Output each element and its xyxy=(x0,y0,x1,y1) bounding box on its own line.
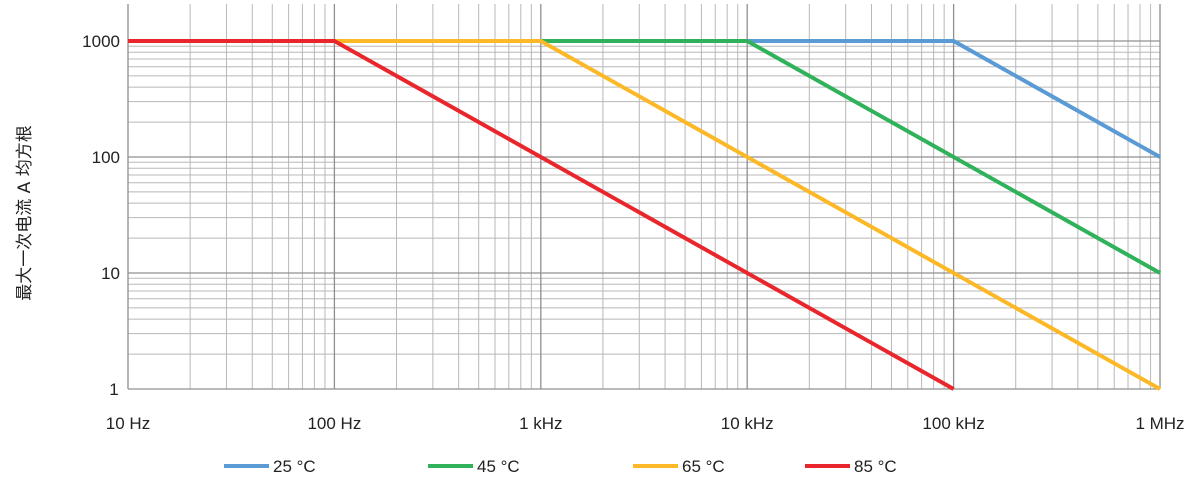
series-line-85c xyxy=(128,39,955,391)
x-tick-labels: 10 Hz 100 Hz 1 kHz 10 kHz 100 kHz 1 MHz xyxy=(106,414,1185,433)
x-tick-label: 10 Hz xyxy=(106,414,150,433)
legend-label: 45 °C xyxy=(477,457,520,476)
x-tick-label: 10 kHz xyxy=(721,414,774,433)
legend-label: 25 °C xyxy=(273,457,316,476)
minor-grid xyxy=(128,4,1160,389)
legend-label: 85 °C xyxy=(854,457,897,476)
legend: 25 °C 45 °C 65 °C 85 °C xyxy=(224,457,897,476)
y-tick-labels: 1 10 100 1000 xyxy=(82,32,120,399)
major-grid xyxy=(127,4,1161,390)
series-layer xyxy=(128,39,1161,391)
y-tick-label: 100 xyxy=(92,148,120,167)
x-tick-label: 100 kHz xyxy=(922,414,984,433)
x-tick-label: 100 Hz xyxy=(307,414,361,433)
y-tick-label: 1 xyxy=(109,380,118,399)
legend-label: 65 °C xyxy=(682,457,725,476)
y-tick-label: 10 xyxy=(101,264,120,283)
x-tick-label: 1 kHz xyxy=(519,414,562,433)
x-tick-label: 1 MHz xyxy=(1135,414,1184,433)
y-tick-label: 1000 xyxy=(82,32,120,51)
y-axis-title: 最大一次电流 A 均方根 xyxy=(15,125,35,300)
